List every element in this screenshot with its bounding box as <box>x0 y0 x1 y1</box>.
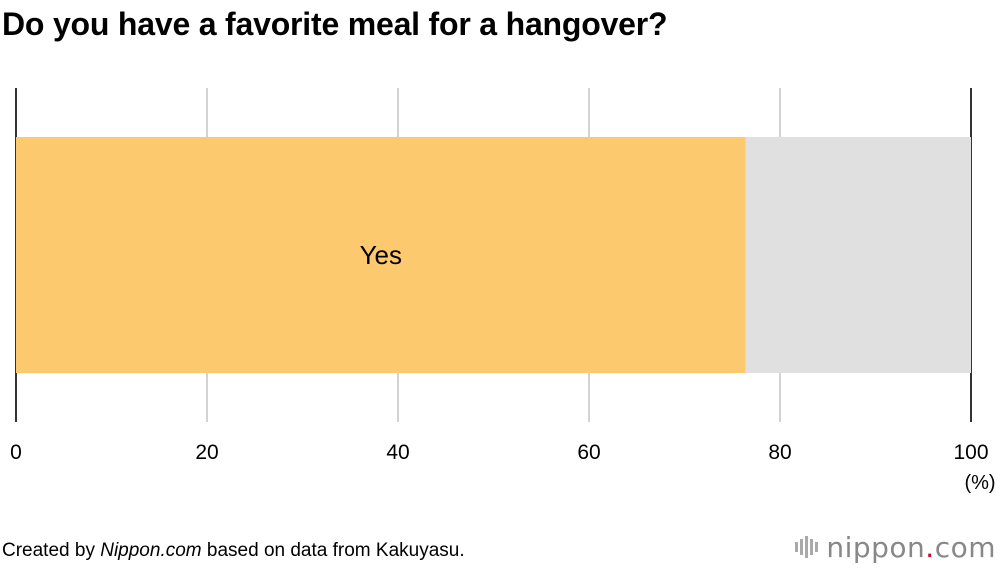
bar-segment-yes <box>16 137 746 373</box>
tick-label-100: 100 <box>953 441 988 464</box>
chart-title: Do you have a favorite meal for a hangov… <box>2 6 668 42</box>
source-name: Nippon.com <box>100 540 202 561</box>
nippon-logo: nippon.com <box>795 530 996 564</box>
unit-label: (%) <box>964 472 995 494</box>
logo-tld: com <box>934 530 996 564</box>
tick-label-40: 40 <box>386 441 409 464</box>
logo-name: nippon <box>826 530 926 564</box>
bar-chart: Yes 0 20 40 60 80 100 (%) <box>10 88 996 494</box>
bars <box>16 137 971 373</box>
tick-labels: 0 20 40 60 80 100 <box>10 441 988 464</box>
logo-dot: . <box>925 530 935 564</box>
source-prefix: Created by <box>2 540 101 561</box>
tick-label-0: 0 <box>10 441 22 464</box>
tick-label-20: 20 <box>195 441 218 464</box>
source-note: Created by Nippon.com based on data from… <box>2 540 465 562</box>
tick-label-60: 60 <box>577 441 600 464</box>
tick-label-80: 80 <box>768 441 791 464</box>
source-suffix: based on data from Kakuyasu. <box>201 540 465 561</box>
bar-segment-other <box>745 137 971 373</box>
bar-label-yes: Yes <box>360 240 402 270</box>
bar-labels: Yes <box>360 240 402 270</box>
logo-bars-icon <box>795 536 820 558</box>
